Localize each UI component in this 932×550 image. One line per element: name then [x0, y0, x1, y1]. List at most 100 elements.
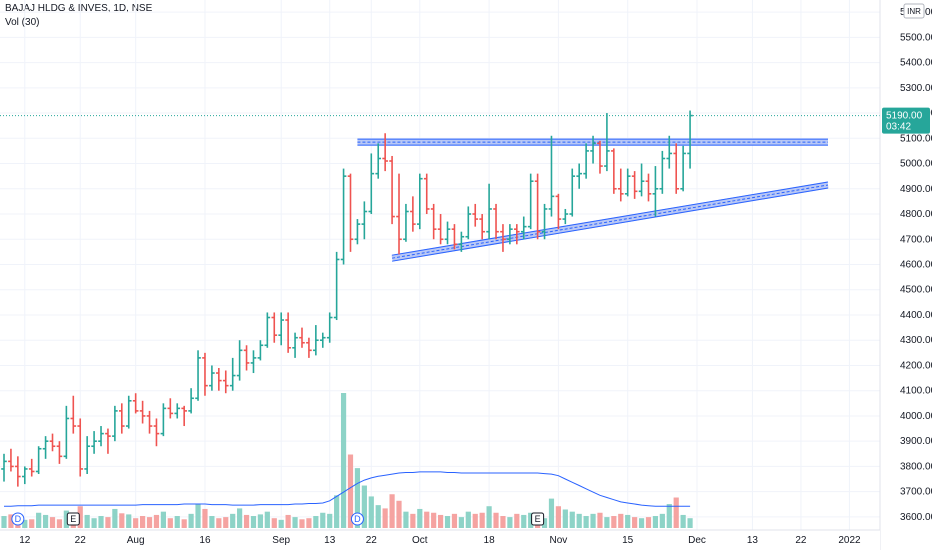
ohlc-bar — [42, 436, 49, 459]
volume-bar — [98, 516, 104, 528]
ohlc-bar — [202, 352, 208, 396]
ohlc-bar — [638, 163, 645, 197]
volume-bar — [8, 514, 14, 528]
volume-bar — [250, 516, 257, 528]
ohlc-bar — [354, 219, 361, 245]
ohlc-bar — [507, 224, 513, 245]
volume-bar — [444, 516, 451, 528]
ohlc-bar — [146, 410, 153, 434]
ohlc-bar — [98, 426, 104, 447]
ohlc-bar — [174, 403, 181, 419]
y-tick-label: 4800.00 — [900, 209, 932, 220]
ohlc-bar — [63, 405, 70, 459]
y-tick-label: 5400.00 — [900, 58, 932, 69]
volume-bar — [417, 508, 423, 528]
ohlc-bar — [500, 224, 506, 252]
volume-bar — [195, 504, 201, 528]
ohlc-bar — [8, 448, 14, 472]
ohlc-bar — [257, 340, 264, 361]
y-tick-label: 3700.00 — [900, 487, 932, 498]
volume-bar — [42, 514, 49, 528]
volume-bar — [140, 516, 146, 528]
volume-bar — [493, 512, 499, 528]
volume-bar — [548, 498, 555, 528]
volume-bar — [396, 500, 402, 528]
ohlc-bar — [645, 173, 652, 202]
ohlc-bar — [611, 148, 617, 194]
volume-bar — [673, 497, 679, 528]
volume-bar — [431, 512, 437, 528]
volume-bar — [237, 508, 243, 528]
y-tick-label: 4900.00 — [900, 184, 932, 195]
x-tick-label: 16 — [199, 535, 211, 546]
ohlc-bar — [465, 206, 472, 240]
y-tick-label: 4300.00 — [900, 335, 932, 346]
volume-bar — [174, 516, 180, 528]
y-tick-label: 5100.00 — [900, 133, 932, 144]
ohlc-bar — [313, 325, 319, 356]
volume-bar — [347, 454, 354, 528]
earnings-marker-label: E — [535, 514, 541, 524]
y-tick-label: 3600.00 — [900, 512, 932, 523]
volume-bar — [292, 517, 298, 528]
volume-bar — [285, 514, 291, 528]
x-tick-label: 18 — [484, 535, 496, 546]
volume-bar — [56, 519, 63, 528]
volume-bar — [541, 518, 548, 528]
ohlc-bar — [548, 135, 555, 217]
ohlc-bar — [195, 350, 201, 401]
volume-bar — [340, 393, 347, 528]
ohlc-bar — [222, 370, 229, 394]
x-tick-label: 13 — [747, 535, 759, 546]
volume-bar — [403, 511, 409, 528]
volume-bar — [458, 517, 464, 528]
volume-bar — [181, 519, 187, 528]
volume-bar — [528, 512, 534, 528]
y-tick-label: 4700.00 — [900, 234, 932, 245]
volume-bar — [410, 513, 416, 528]
volume-bar — [687, 518, 693, 528]
volume-bar — [306, 518, 312, 528]
dividend-marker-label: D — [354, 514, 361, 524]
ohlc-bar — [652, 166, 659, 217]
ohlc-bar — [153, 418, 160, 447]
ohlc-bar — [389, 155, 395, 225]
y-tick-label: 4000.00 — [900, 411, 932, 422]
ohlc-bar — [112, 405, 118, 442]
ohlc-bar — [527, 173, 534, 230]
ohlc-bar — [514, 224, 520, 245]
x-tick-label: 22 — [795, 535, 807, 546]
ohlc-bar — [15, 456, 21, 487]
x-tick-label: 15 — [622, 535, 634, 546]
ohlc-bar — [430, 203, 437, 240]
last-price-value: 5190.00 — [886, 111, 923, 122]
volume-bar — [618, 513, 624, 528]
ohlc-bar — [340, 168, 347, 265]
y-tick-label: 5000.00 — [900, 159, 932, 170]
ohlc-bar — [84, 436, 90, 474]
volume-bar — [638, 518, 645, 528]
volume-bar — [562, 509, 568, 528]
ohlc-bar — [604, 113, 610, 172]
dividend-marker — [350, 512, 364, 526]
ohlc-bar — [167, 398, 174, 419]
ohlc-bar — [624, 168, 631, 197]
ohlc-bar — [264, 312, 271, 348]
volume-bar — [389, 494, 395, 528]
volume-bar — [465, 511, 471, 528]
ohlc-bar — [555, 193, 562, 230]
ohlc-bar — [417, 173, 423, 230]
volume-bar — [382, 508, 388, 528]
ohlc-bar — [49, 433, 56, 452]
volume-bar — [451, 513, 458, 528]
volume-bar — [133, 518, 139, 528]
ohlc-bar — [28, 458, 35, 477]
time-axis-bg — [0, 530, 880, 550]
volume-bar — [479, 512, 485, 528]
earnings-marker — [531, 512, 545, 526]
volume-bar — [112, 508, 118, 528]
currency-badge-text: INR — [907, 7, 921, 16]
ohlc-bar — [181, 405, 187, 427]
ohlc-bar — [139, 400, 146, 424]
